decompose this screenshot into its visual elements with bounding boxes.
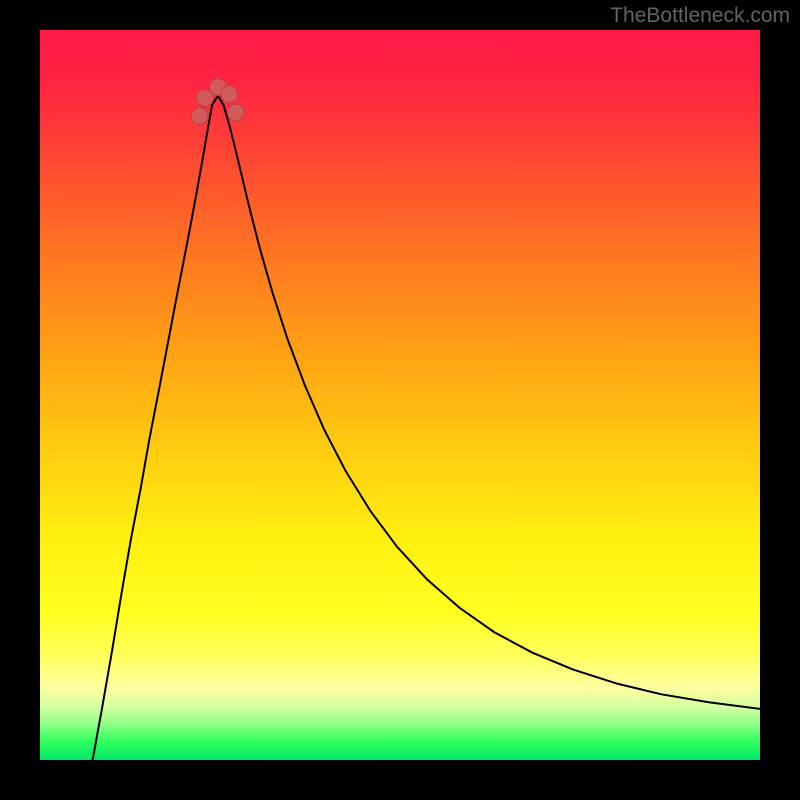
- data-marker: [191, 108, 208, 125]
- plot-area: [40, 30, 760, 760]
- watermark-text: TheBottleneck.com: [610, 4, 790, 28]
- data-marker: [227, 104, 244, 121]
- chart-container: TheBottleneck.com: [0, 0, 800, 800]
- curve-layer: [40, 30, 760, 760]
- data-marker: [221, 86, 238, 103]
- bottleneck-curve: [93, 96, 760, 760]
- data-markers: [191, 78, 244, 124]
